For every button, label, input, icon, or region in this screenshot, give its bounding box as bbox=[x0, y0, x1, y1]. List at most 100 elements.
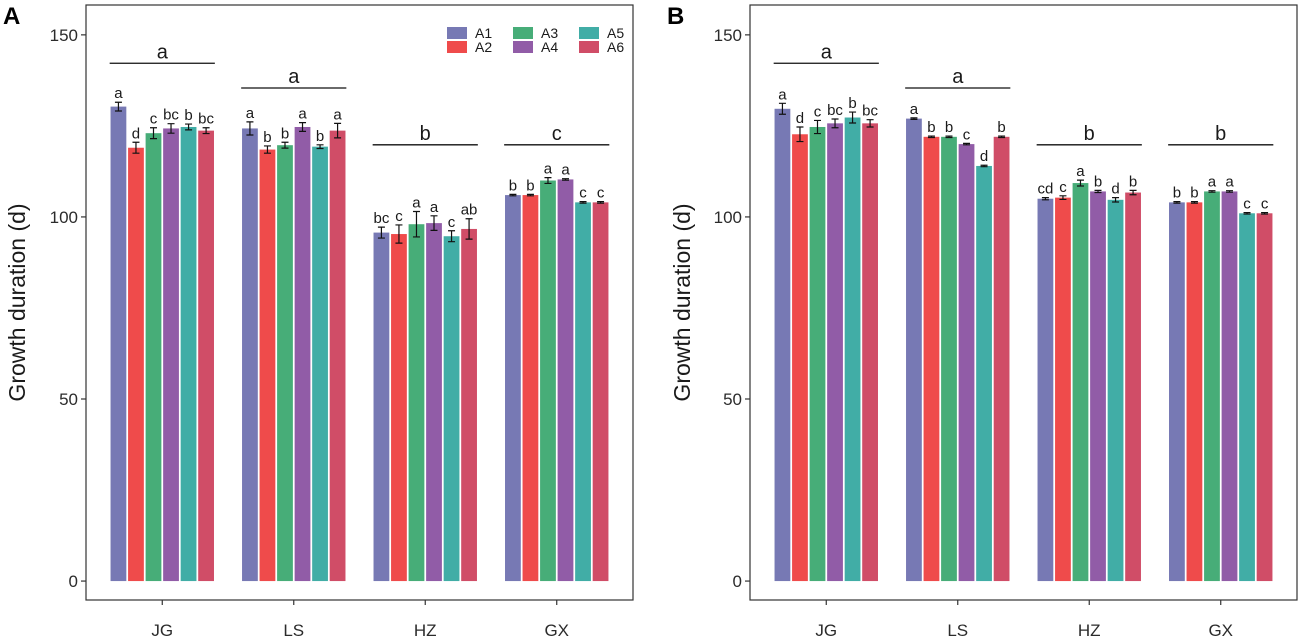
x-tick-label-ls: LS bbox=[283, 621, 304, 639]
error-bar-a5-jg bbox=[849, 111, 857, 124]
group-letter-hz: b bbox=[420, 123, 431, 145]
error-bar-a4-jg bbox=[831, 118, 839, 129]
bar-a1-gx bbox=[505, 195, 521, 582]
error-bar-a6-ls bbox=[998, 135, 1006, 139]
letter-a5-gx: c bbox=[1243, 196, 1251, 213]
error-bar-a3-gx bbox=[544, 177, 552, 185]
letter-a5-jg: b bbox=[184, 107, 192, 124]
error-bar-a5-ls bbox=[980, 164, 988, 168]
bar-a2-hz bbox=[391, 234, 407, 582]
bar-a5-ls bbox=[976, 165, 992, 582]
error-bar-a2-jg bbox=[132, 141, 140, 154]
bar-a5-hz bbox=[1107, 199, 1124, 582]
bar-a3-ls bbox=[277, 145, 293, 582]
letter-a6-hz: b bbox=[1129, 173, 1137, 190]
letter-a3-jg: c bbox=[814, 103, 822, 120]
legend-key-a3 bbox=[513, 27, 533, 39]
letter-a1-gx: b bbox=[509, 177, 517, 194]
bar-a6-jg bbox=[198, 130, 214, 582]
error-bar-a4-hz bbox=[1094, 189, 1102, 194]
bar-a4-gx bbox=[1221, 191, 1238, 582]
legend-label-a2: A2 bbox=[475, 39, 492, 55]
series-a3: c b a a bbox=[145, 111, 556, 582]
bar-a3-jg bbox=[809, 126, 826, 582]
error-bar-a1-ls bbox=[246, 121, 254, 136]
legend-key-a1 bbox=[447, 27, 467, 39]
letter-a5-hz: c bbox=[448, 214, 456, 231]
bar-a4-hz bbox=[1090, 191, 1106, 582]
error-bar-a2-hz bbox=[1059, 195, 1067, 201]
error-bar-a2-ls bbox=[263, 145, 271, 154]
y-tick-label-0: 0 bbox=[733, 572, 742, 591]
legend-label-a4: A4 bbox=[541, 39, 558, 55]
letter-a4-gx: a bbox=[561, 162, 570, 179]
bar-a1-gx bbox=[1169, 202, 1185, 582]
error-bar-a6-gx bbox=[597, 201, 605, 204]
letter-a1-ls: a bbox=[246, 105, 255, 122]
error-bar-a3-gx bbox=[1208, 190, 1216, 193]
letter-a4-hz: a bbox=[430, 199, 439, 216]
error-bar-a1-gx bbox=[509, 193, 517, 197]
letter-a5-ls: b bbox=[316, 128, 324, 145]
letter-a1-gx: b bbox=[1173, 185, 1181, 202]
error-bar-a5-gx bbox=[1243, 211, 1251, 215]
error-bar-a6-hz bbox=[1129, 189, 1137, 196]
letter-a6-hz: ab bbox=[461, 202, 478, 219]
letter-a2-jg: d bbox=[796, 110, 804, 127]
letter-a2-jg: d bbox=[132, 125, 140, 142]
bar-a5-hz bbox=[443, 236, 460, 582]
letter-a4-hz: b bbox=[1094, 173, 1102, 190]
legend-key-a4 bbox=[513, 41, 533, 53]
letter-a2-hz: c bbox=[395, 208, 403, 225]
error-bar-a4-jg bbox=[167, 123, 175, 134]
error-bar-a2-gx bbox=[526, 193, 534, 197]
error-bar-a6-ls bbox=[334, 122, 342, 139]
y-tick-label-50: 50 bbox=[59, 390, 78, 409]
letter-a3-hz: a bbox=[1076, 163, 1085, 180]
x-tick-label-jg: JG bbox=[151, 621, 173, 639]
letter-a6-jg: bc bbox=[862, 103, 878, 120]
error-bar-a4-gx bbox=[562, 178, 570, 181]
bar-a1-hz bbox=[373, 232, 390, 582]
letter-a4-gx: a bbox=[1225, 174, 1234, 191]
legend-label-a6: A6 bbox=[607, 39, 624, 55]
bar-a4-gx bbox=[557, 179, 574, 582]
error-bar-a3-jg bbox=[149, 127, 157, 140]
x-tick-label-hz: HZ bbox=[414, 621, 437, 639]
bar-a1-hz bbox=[1037, 198, 1054, 582]
group-letter-gx: c bbox=[552, 123, 562, 145]
letter-a4-ls: a bbox=[298, 106, 307, 123]
x-tick-label-hz: HZ bbox=[1078, 621, 1101, 639]
group-letter-jg: a bbox=[821, 41, 833, 63]
group-letter-hz: b bbox=[1084, 123, 1095, 145]
letter-a3-gx: a bbox=[544, 161, 553, 178]
letter-a5-hz: d bbox=[1111, 181, 1119, 198]
legend-label-a5: A5 bbox=[607, 25, 624, 41]
legend-label-a1: A1 bbox=[475, 25, 492, 41]
error-bar-a3-jg bbox=[813, 119, 821, 135]
error-bar-a1-hz bbox=[1041, 197, 1049, 201]
bar-a6-gx bbox=[1256, 213, 1273, 582]
bar-a5-gx bbox=[1239, 213, 1255, 582]
error-bar-a5-jg bbox=[185, 123, 193, 131]
bar-a1-ls bbox=[906, 118, 922, 582]
error-bar-a3-hz bbox=[1076, 179, 1084, 187]
bar-a4-hz bbox=[426, 223, 442, 582]
letter-a1-hz: bc bbox=[373, 210, 389, 227]
bar-a1-jg bbox=[774, 108, 791, 582]
legend-key-a5 bbox=[579, 27, 599, 39]
error-bar-a6-gx bbox=[1261, 211, 1269, 215]
group-letter-ls: a bbox=[952, 66, 964, 88]
error-bar-a1-ls bbox=[910, 117, 918, 120]
letter-a4-jg: bc bbox=[163, 107, 179, 124]
